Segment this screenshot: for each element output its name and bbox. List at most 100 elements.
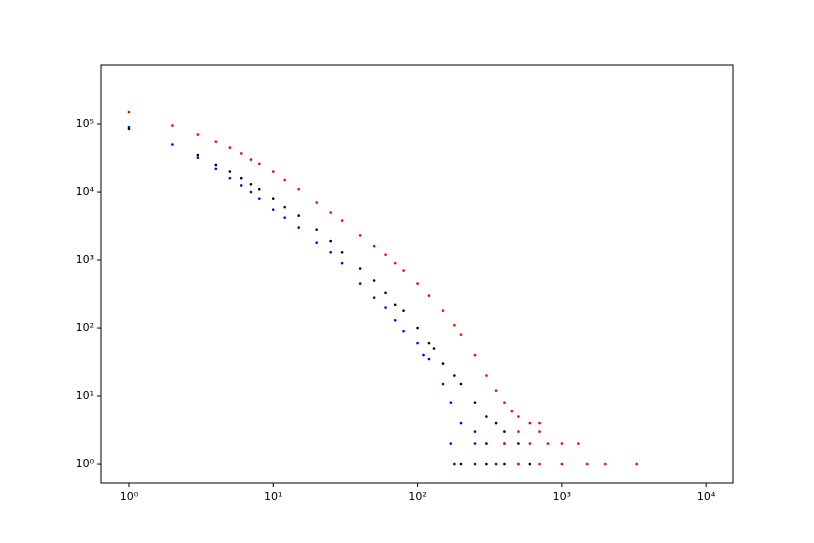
- point: [283, 216, 286, 219]
- x-tick-label: 10⁰: [120, 490, 139, 503]
- point: [271, 208, 275, 211]
- point: [485, 374, 488, 377]
- y-tick-label: 10²: [76, 321, 94, 334]
- point: [171, 143, 174, 146]
- point: [473, 401, 477, 404]
- point: [384, 291, 387, 295]
- point: [297, 214, 300, 217]
- point: [239, 176, 243, 180]
- point: [196, 156, 200, 159]
- point: [214, 140, 218, 143]
- point: [441, 382, 445, 386]
- point: [473, 430, 477, 433]
- point: [228, 176, 232, 180]
- point: [427, 341, 431, 345]
- point: [372, 244, 376, 248]
- point: [441, 309, 445, 312]
- point: [538, 430, 541, 433]
- point: [384, 253, 387, 256]
- point: [228, 146, 232, 149]
- point: [528, 462, 532, 466]
- point: [432, 347, 436, 350]
- point: [239, 152, 243, 155]
- point: [510, 409, 514, 413]
- point: [171, 124, 174, 127]
- point: [503, 430, 506, 433]
- point: [560, 462, 564, 466]
- point: [427, 357, 431, 361]
- point: [340, 219, 344, 222]
- point: [449, 442, 453, 445]
- point: [340, 250, 344, 254]
- point: [485, 442, 488, 445]
- point: [315, 241, 318, 244]
- point: [271, 197, 275, 200]
- point: [528, 442, 532, 445]
- point: [494, 389, 498, 392]
- point: [459, 462, 463, 466]
- point: [459, 421, 463, 425]
- point: [416, 326, 419, 330]
- point: [196, 153, 200, 157]
- y-tick-label: 10¹: [76, 389, 94, 402]
- point: [196, 133, 200, 136]
- point: [239, 184, 243, 187]
- point: [517, 462, 520, 466]
- x-tick-label: 10⁴: [697, 490, 716, 503]
- point: [528, 421, 532, 425]
- point: [441, 362, 445, 365]
- point: [517, 430, 520, 433]
- point: [416, 341, 419, 345]
- point: [416, 282, 419, 285]
- point: [393, 261, 397, 265]
- point: [358, 267, 362, 270]
- point: [329, 239, 332, 243]
- point: [127, 125, 131, 129]
- point: [485, 415, 488, 418]
- point: [372, 279, 376, 282]
- point: [297, 226, 300, 229]
- point: [538, 462, 541, 466]
- point: [249, 182, 253, 186]
- point: [603, 462, 607, 466]
- point: [402, 269, 405, 272]
- point: [257, 197, 261, 200]
- point: [257, 162, 261, 166]
- x-tick-label: 10³: [553, 490, 571, 503]
- point: [340, 261, 344, 265]
- point: [249, 190, 253, 194]
- point: [297, 187, 300, 191]
- point: [576, 442, 580, 445]
- point: [329, 250, 332, 254]
- point: [473, 442, 477, 445]
- point: [358, 282, 362, 285]
- point: [427, 294, 431, 297]
- point: [372, 296, 376, 299]
- point: [358, 234, 362, 237]
- point: [402, 329, 405, 333]
- point: [214, 167, 218, 171]
- point: [560, 442, 564, 445]
- point: [315, 228, 318, 231]
- point: [283, 178, 286, 182]
- point: [249, 158, 253, 161]
- point: [402, 309, 405, 312]
- point: [283, 205, 286, 209]
- point: [459, 382, 463, 386]
- point: [257, 187, 261, 191]
- point: [503, 401, 506, 404]
- y-tick-label: 10⁰: [76, 457, 95, 470]
- point: [494, 421, 498, 425]
- point: [538, 421, 541, 425]
- x-tick-label: 10²: [408, 490, 426, 503]
- point: [329, 211, 332, 214]
- point: [473, 353, 477, 357]
- point: [517, 415, 520, 418]
- point: [517, 442, 520, 445]
- y-tick-label: 10⁵: [76, 117, 94, 130]
- point: [393, 318, 397, 322]
- y-tick-label: 10⁴: [76, 185, 95, 198]
- point: [214, 163, 218, 167]
- point: [503, 462, 506, 466]
